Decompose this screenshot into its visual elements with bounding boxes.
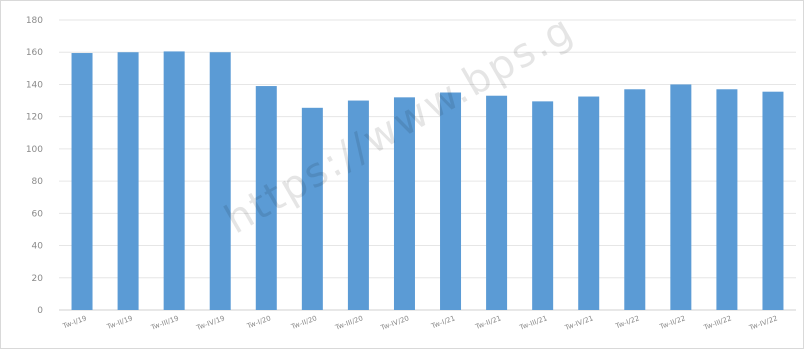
bar (762, 91, 784, 310)
y-tick-label: 20 (32, 274, 44, 284)
bar (716, 89, 738, 311)
y-tick-label: 60 (32, 209, 44, 219)
bar (71, 53, 93, 311)
x-tick-label: Tw-I/19 (61, 314, 88, 330)
y-tick-label: 0 (37, 306, 43, 316)
bar (670, 84, 692, 310)
bar (440, 92, 462, 310)
y-tick-label: 160 (26, 48, 43, 58)
y-tick-label: 40 (32, 242, 44, 252)
x-tick-label: Tw-III/20 (333, 314, 364, 332)
bar (255, 86, 277, 310)
x-tick-label: Tw-IV/20 (379, 314, 410, 332)
x-tick-label: Tw-II/20 (289, 314, 318, 331)
x-tick-label: Tw-III/22 (702, 314, 733, 332)
x-tick-label: Tw-II/22 (658, 314, 687, 331)
bar (301, 107, 323, 310)
bar (209, 52, 231, 310)
y-tick-label: 120 (26, 113, 43, 123)
bars (71, 51, 784, 311)
x-tick-label: Tw-IV/22 (747, 314, 778, 332)
bar (578, 96, 600, 311)
x-tick-label: Tw-II/21 (473, 314, 502, 331)
bar (486, 95, 508, 310)
bar (624, 89, 646, 311)
x-tick-label: Tw-III/19 (149, 314, 180, 332)
x-axis: Tw-I/19 Tw-II/19 Tw-III/19 Tw-IV/19 Tw-I/20 T… (61, 314, 779, 332)
y-tick-label: 140 (26, 80, 43, 90)
y-tick-label: 180 (26, 16, 43, 26)
y-axis: 0 20 40 60 80 100 120 140 160 180 (26, 16, 43, 316)
y-tick-label: 100 (26, 145, 43, 155)
x-tick-label: Tw-IV/19 (195, 314, 226, 332)
bar (163, 51, 185, 311)
y-tick-label: 80 (32, 177, 44, 187)
x-tick-label: Tw-I/21 (429, 314, 456, 330)
x-tick-label: Tw-II/19 (105, 314, 134, 331)
x-tick-label: Tw-IV/21 (563, 314, 594, 332)
x-tick-label: Tw-III/21 (518, 314, 549, 332)
x-tick-label: Tw-I/22 (614, 314, 641, 330)
x-tick-label: Tw-I/20 (245, 314, 272, 330)
bar (393, 97, 415, 310)
bar (532, 101, 554, 310)
bar (117, 52, 139, 310)
bar (347, 100, 369, 310)
